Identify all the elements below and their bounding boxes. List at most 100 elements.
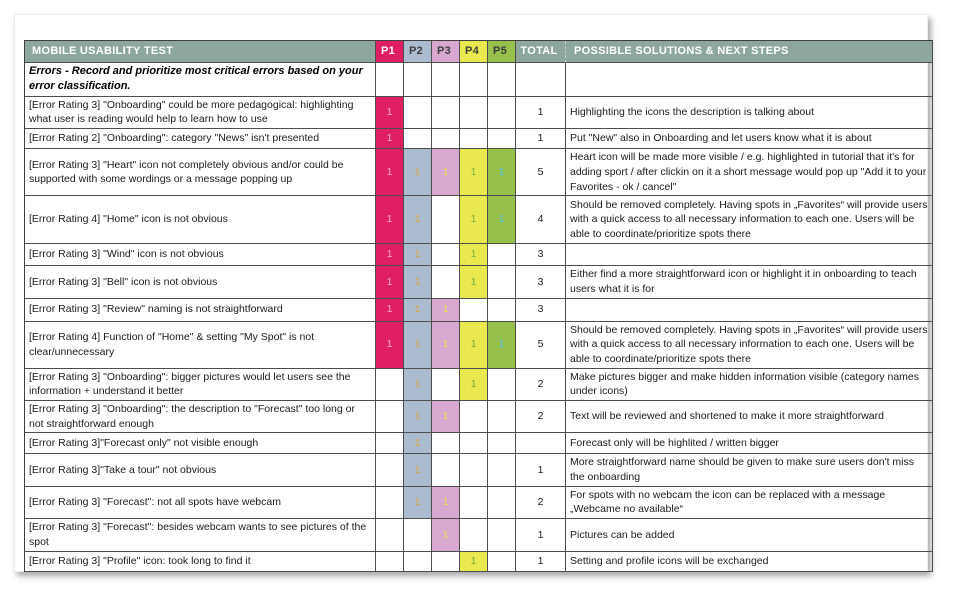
solution-cell[interactable]: Put "New" also in Onboarding and let use… bbox=[566, 129, 933, 150]
p1-cell[interactable] bbox=[376, 401, 404, 434]
p5-cell[interactable] bbox=[488, 298, 516, 322]
solution-cell[interactable]: Make pictures bigger and make hidden inf… bbox=[566, 368, 933, 402]
total-cell[interactable]: 2 bbox=[516, 368, 566, 402]
p2-cell[interactable]: 1 bbox=[404, 401, 432, 434]
p4-cell[interactable] bbox=[460, 486, 488, 520]
p4-cell[interactable] bbox=[460, 401, 488, 434]
p3-cell[interactable]: 1 bbox=[432, 486, 460, 520]
p5-cell[interactable] bbox=[488, 401, 516, 434]
p3-cell[interactable]: 1 bbox=[432, 401, 460, 434]
p1-cell[interactable]: 1 bbox=[376, 196, 404, 245]
p1-cell[interactable]: 1 bbox=[376, 96, 404, 130]
p2-cell[interactable] bbox=[404, 63, 432, 97]
p4-cell[interactable]: 1 bbox=[460, 321, 488, 369]
p5-cell[interactable]: 1 bbox=[488, 149, 516, 197]
p2-cell[interactable]: 1 bbox=[404, 244, 432, 267]
p5-cell[interactable] bbox=[488, 454, 516, 487]
p1-cell[interactable] bbox=[376, 454, 404, 487]
p4-cell[interactable]: 1 bbox=[460, 196, 488, 245]
column-header-p1[interactable]: P1 bbox=[376, 41, 404, 63]
p2-cell[interactable]: 1 bbox=[404, 433, 432, 455]
p5-cell[interactable] bbox=[488, 129, 516, 150]
error-cell[interactable]: [Error Rating 3] "Onboarding" could be m… bbox=[25, 96, 376, 130]
total-cell[interactable] bbox=[516, 433, 566, 455]
total-cell[interactable]: 3 bbox=[516, 244, 566, 267]
error-cell[interactable]: [Error Rating 3] "Forecast": not all spo… bbox=[25, 486, 376, 520]
p4-cell[interactable]: 1 bbox=[460, 551, 488, 572]
p1-cell[interactable]: 1 bbox=[376, 149, 404, 197]
solution-cell[interactable]: Either find a more straightforward icon … bbox=[566, 266, 933, 299]
p4-cell[interactable] bbox=[460, 96, 488, 130]
p1-cell[interactable]: 1 bbox=[376, 298, 404, 322]
column-header-p2[interactable]: P2 bbox=[404, 41, 432, 63]
total-cell[interactable]: 5 bbox=[516, 149, 566, 197]
p1-cell[interactable] bbox=[376, 368, 404, 402]
column-header-p3[interactable]: P3 bbox=[432, 41, 460, 63]
p5-cell[interactable] bbox=[488, 266, 516, 299]
p2-cell[interactable] bbox=[404, 551, 432, 572]
p2-cell[interactable]: 1 bbox=[404, 368, 432, 402]
total-cell[interactable]: 4 bbox=[516, 196, 566, 245]
error-cell[interactable]: [Error Rating 3]"Take a tour" not obviou… bbox=[25, 454, 376, 487]
p4-cell[interactable] bbox=[460, 519, 488, 552]
column-header-solutions[interactable]: POSSIBLE SOLUTIONS & NEXT STEPS bbox=[566, 41, 933, 63]
total-cell[interactable]: 2 bbox=[516, 486, 566, 520]
error-cell[interactable]: [Error Rating 4] "Home" icon is not obvi… bbox=[25, 196, 376, 245]
solution-cell[interactable]: Highlighting the icons the description i… bbox=[566, 96, 933, 130]
p3-cell[interactable] bbox=[432, 196, 460, 245]
error-cell[interactable]: [Error Rating 3] "Wind" icon is not obvi… bbox=[25, 244, 376, 267]
solution-cell[interactable]: Setting and profile icons will be exchan… bbox=[566, 551, 933, 572]
p3-cell[interactable] bbox=[432, 454, 460, 487]
error-cell[interactable]: [Error Rating 3] "Review" naming is not … bbox=[25, 298, 376, 322]
p5-cell[interactable]: 1 bbox=[488, 196, 516, 245]
solution-cell[interactable] bbox=[566, 63, 933, 97]
p4-cell[interactable]: 1 bbox=[460, 368, 488, 402]
p4-cell[interactable] bbox=[460, 454, 488, 487]
error-cell[interactable]: [Error Rating 3]"Forecast only" not visi… bbox=[25, 433, 376, 455]
p2-cell[interactable]: 1 bbox=[404, 321, 432, 369]
p1-cell[interactable] bbox=[376, 519, 404, 552]
p4-cell[interactable] bbox=[460, 63, 488, 97]
solution-cell[interactable] bbox=[566, 244, 933, 267]
p5-cell[interactable] bbox=[488, 96, 516, 130]
total-cell[interactable] bbox=[516, 63, 566, 97]
p5-cell[interactable] bbox=[488, 433, 516, 455]
error-cell[interactable]: [Error Rating 3] "Forecast": besides web… bbox=[25, 519, 376, 552]
p3-cell[interactable]: 1 bbox=[432, 519, 460, 552]
total-cell[interactable]: 3 bbox=[516, 298, 566, 322]
solution-cell[interactable]: More straightforward name should be give… bbox=[566, 454, 933, 487]
p2-cell[interactable] bbox=[404, 519, 432, 552]
error-cell[interactable]: [Error Rating 2] "Onboarding": category … bbox=[25, 129, 376, 150]
p2-cell[interactable] bbox=[404, 96, 432, 130]
p1-cell[interactable]: 1 bbox=[376, 321, 404, 369]
p2-cell[interactable]: 1 bbox=[404, 149, 432, 197]
column-header-p4[interactable]: P4 bbox=[460, 41, 488, 63]
p4-cell[interactable]: 1 bbox=[460, 149, 488, 197]
section-heading[interactable]: Errors - Record and prioritize most crit… bbox=[25, 63, 376, 97]
total-cell[interactable]: 1 bbox=[516, 519, 566, 552]
total-cell[interactable]: 1 bbox=[516, 129, 566, 150]
p2-cell[interactable]: 1 bbox=[404, 486, 432, 520]
p1-cell[interactable] bbox=[376, 551, 404, 572]
solution-cell[interactable]: Should be removed completely. Having spo… bbox=[566, 321, 933, 369]
solution-cell[interactable]: Pictures can be added bbox=[566, 519, 933, 552]
p1-cell[interactable] bbox=[376, 63, 404, 97]
total-cell[interactable]: 1 bbox=[516, 96, 566, 130]
error-cell[interactable]: [Error Rating 3] "Heart" icon not comple… bbox=[25, 149, 376, 197]
error-cell[interactable]: [Error Rating 3] "Onboarding": the descr… bbox=[25, 401, 376, 434]
solution-cell[interactable]: Forecast only will be highlited / writte… bbox=[566, 433, 933, 455]
p5-cell[interactable] bbox=[488, 486, 516, 520]
total-cell[interactable]: 5 bbox=[516, 321, 566, 369]
p5-cell[interactable] bbox=[488, 519, 516, 552]
p2-cell[interactable]: 1 bbox=[404, 266, 432, 299]
p2-cell[interactable]: 1 bbox=[404, 454, 432, 487]
p5-cell[interactable] bbox=[488, 63, 516, 97]
column-header-p5[interactable]: P5 bbox=[488, 41, 516, 63]
total-cell[interactable]: 2 bbox=[516, 401, 566, 434]
p1-cell[interactable] bbox=[376, 433, 404, 455]
p3-cell[interactable]: 1 bbox=[432, 321, 460, 369]
p3-cell[interactable]: 1 bbox=[432, 298, 460, 322]
p3-cell[interactable] bbox=[432, 368, 460, 402]
p3-cell[interactable]: 1 bbox=[432, 149, 460, 197]
error-cell[interactable]: [Error Rating 3] "Profile" icon: took lo… bbox=[25, 551, 376, 572]
